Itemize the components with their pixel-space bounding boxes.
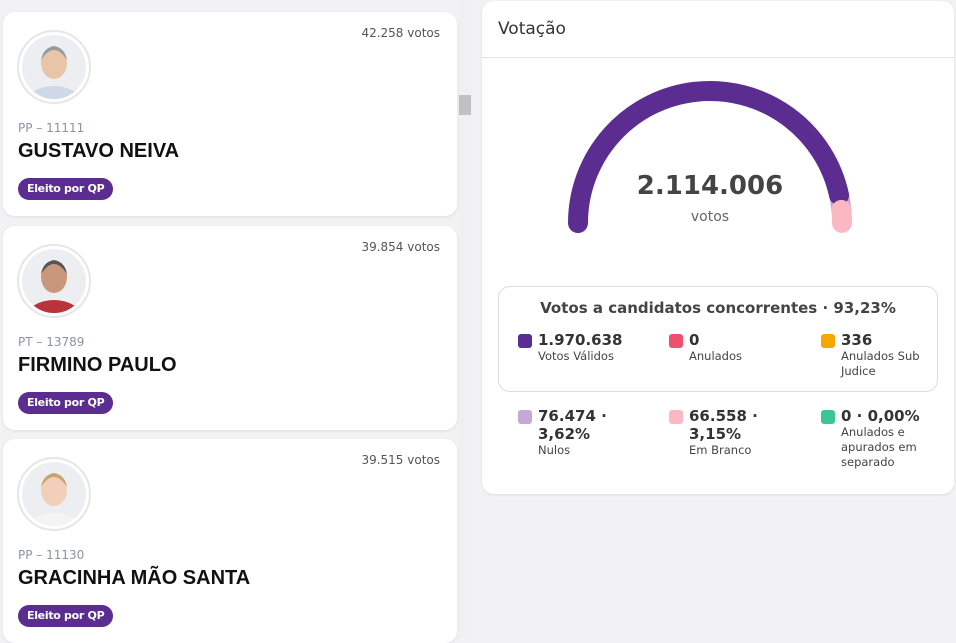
legend-label: Em Branco	[689, 443, 752, 457]
legend-item: 1.970.638 Votos Válidos	[518, 331, 628, 364]
scrollbar[interactable]	[458, 0, 472, 639]
gauge: 2.114.006 votos	[568, 81, 852, 233]
status-badge[interactable]: Eleito por QP	[18, 605, 114, 627]
candidate-name: FIRMINO PAULO	[18, 354, 177, 376]
legend-value: 1.970.638	[538, 331, 623, 349]
candidate-card[interactable]: 39.515 votos PP – 11130 GRACINHA MÃO SANT…	[3, 439, 457, 643]
legend-item: 0 Anulados	[669, 331, 779, 364]
legend-value: 76.474 · 3,62%	[538, 407, 607, 443]
legend-swatch	[821, 410, 835, 424]
status-badge[interactable]: Eleito por QP	[18, 392, 114, 414]
party-number: PT – 13789	[18, 335, 85, 349]
legend-label: Anulados	[689, 349, 743, 363]
vote-count: 39.854 votos	[361, 240, 440, 254]
candidate-name: GUSTAVO NEIVA	[18, 140, 180, 162]
legend-label: Nulos	[538, 443, 571, 457]
total-unit: votos	[691, 209, 729, 225]
candidate-name: GRACINHA MÃO SANTA	[18, 567, 251, 589]
legend-item: 0 · 0,00% Anulados e apurados em separado	[821, 407, 931, 470]
avatar	[17, 244, 91, 318]
avatar	[17, 30, 91, 104]
avatar	[17, 457, 91, 531]
gauge-segment	[831, 199, 852, 233]
legend-item: 76.474 · 3,62% Nulos	[518, 407, 628, 458]
vote-panel: Votação 2.114.006 votos Votos a candidat…	[482, 1, 954, 494]
legend-label: Anulados Sub Judice	[841, 349, 920, 378]
legend-value: 66.558 · 3,15%	[689, 407, 758, 443]
summary-box: Votos a candidatos concorrentes · 93,23%	[498, 286, 938, 392]
legend-swatch	[518, 334, 532, 348]
status-badge[interactable]: Eleito por QP	[18, 178, 114, 200]
legend-swatch	[821, 334, 835, 348]
vote-count: 42.258 votos	[361, 26, 440, 40]
legend-value: 0	[689, 331, 700, 349]
panel-title: Votação	[498, 19, 566, 39]
legend-swatch	[669, 334, 683, 348]
legend-value: 0 · 0,00%	[841, 407, 920, 425]
legend-value: 336	[841, 331, 873, 349]
legend-label: Anulados e apurados em separado	[841, 425, 917, 469]
total-votes: 2.114.006	[637, 171, 783, 201]
box-title: Votos a candidatos concorrentes · 93,23%	[540, 299, 896, 317]
legend-item: 336 Anulados Sub Judice	[821, 331, 931, 379]
vote-count: 39.515 votos	[361, 453, 440, 467]
gauge-segment	[568, 81, 850, 233]
legend-swatch	[669, 410, 683, 424]
legend-item: 66.558 · 3,15% Em Branco	[669, 407, 779, 458]
scroll-thumb[interactable]	[459, 95, 471, 115]
legend-swatch	[518, 410, 532, 424]
party-number: PP – 11130	[18, 548, 85, 562]
divider	[482, 57, 954, 58]
candidate-card[interactable]: 39.854 votos PT – 13789 FIRMINO PAULO Elei…	[3, 226, 457, 430]
party-number: PP – 11111	[18, 121, 85, 135]
candidate-card[interactable]: 42.258 votos PP – 11111 GUSTAVO NEIVA Elei…	[3, 12, 457, 216]
legend-label: Votos Válidos	[538, 349, 614, 363]
